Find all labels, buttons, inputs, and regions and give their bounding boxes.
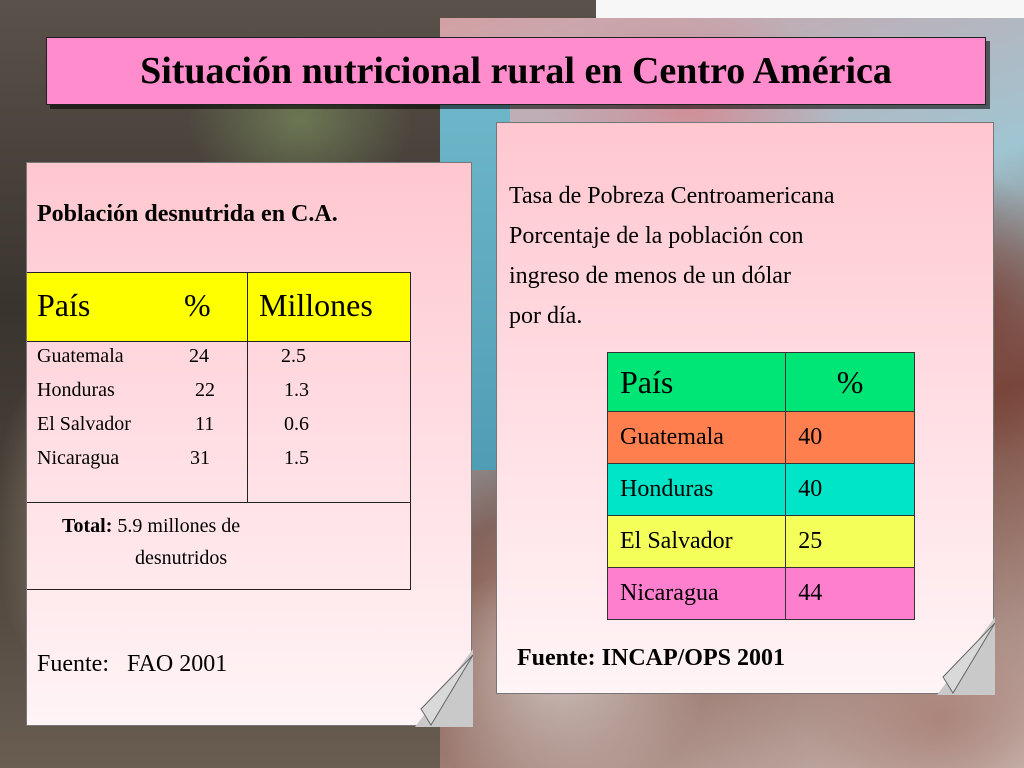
- malnutrition-table: País % Millones Guatemala 24 2.5 Hondura…: [27, 272, 411, 590]
- row-pct: 24: [189, 345, 209, 367]
- source-incap: Fuente: INCAP/OPS 2001: [517, 645, 785, 671]
- row-millions: 1.3: [284, 379, 309, 401]
- slide-title: Situación nutricional rural en Centro Am…: [46, 37, 986, 105]
- malnutrition-heading: Población desnutrida en C.A.: [37, 201, 338, 227]
- poverty-table: País % Guatemala 40 Honduras 40 El Salva…: [606, 352, 915, 620]
- table-row: Guatemala 40: [606, 411, 915, 464]
- poverty-line-3: ingreso de menos de un dólar: [509, 263, 791, 289]
- row-pct: 25: [785, 515, 915, 568]
- row-pct: 40: [785, 411, 915, 464]
- total-line: Total: 5.9 millones de: [62, 515, 240, 538]
- row-pct: 11: [195, 413, 215, 435]
- header-pct: %: [184, 287, 211, 323]
- row-country: Nicaragua: [606, 567, 787, 620]
- page-curl-icon: [937, 617, 995, 695]
- malnutrition-card: Población desnutrida en C.A. País % Mill…: [26, 162, 473, 727]
- row-country: El Salvador: [37, 413, 131, 435]
- table-row: Nicaragua 44: [606, 567, 915, 620]
- row-country: Honduras: [37, 379, 115, 401]
- total-divider: [27, 502, 410, 503]
- row-country: Honduras: [606, 463, 787, 516]
- malnutrition-table-header: País % Millones: [27, 273, 410, 342]
- poverty-card: Tasa de Pobreza Centroamericana Porcenta…: [496, 122, 995, 695]
- row-pct: 22: [195, 379, 215, 401]
- header-country: País: [606, 352, 787, 412]
- table-divider: [247, 273, 248, 502]
- row-country: Guatemala: [37, 345, 124, 367]
- table-row: Honduras 40: [606, 463, 915, 516]
- background-top-strip: [596, 0, 1024, 18]
- total-label: Total:: [62, 515, 113, 537]
- poverty-line-4: por día.: [509, 303, 583, 329]
- total-value: 5.9 millones de: [117, 515, 241, 537]
- row-pct: 44: [785, 567, 915, 620]
- row-country: Guatemala: [606, 411, 787, 464]
- poverty-line-2: Porcentaje de la población con: [509, 223, 804, 249]
- header-country: País: [37, 287, 91, 323]
- row-millions: 0.6: [284, 413, 309, 435]
- page-curl-icon: [415, 649, 473, 727]
- row-country: El Salvador: [606, 515, 787, 568]
- poverty-line-1: Tasa de Pobreza Centroamericana: [509, 183, 835, 209]
- row-millions: 2.5: [281, 345, 306, 367]
- source-value: FAO 2001: [127, 651, 228, 677]
- row-pct: 31: [190, 447, 210, 469]
- row-millions: 1.5: [284, 447, 309, 469]
- header-millions: Millones: [259, 287, 373, 323]
- header-pct: %: [785, 352, 915, 412]
- total-value-cont: desnutridos: [135, 547, 228, 569]
- poverty-table-header: País %: [606, 352, 915, 412]
- row-country: Nicaragua: [37, 447, 120, 469]
- source-fao: Fuente: FAO 2001: [37, 651, 228, 677]
- table-row: El Salvador 25: [606, 515, 915, 568]
- row-pct: 40: [785, 463, 915, 516]
- source-label: Fuente: [37, 651, 103, 677]
